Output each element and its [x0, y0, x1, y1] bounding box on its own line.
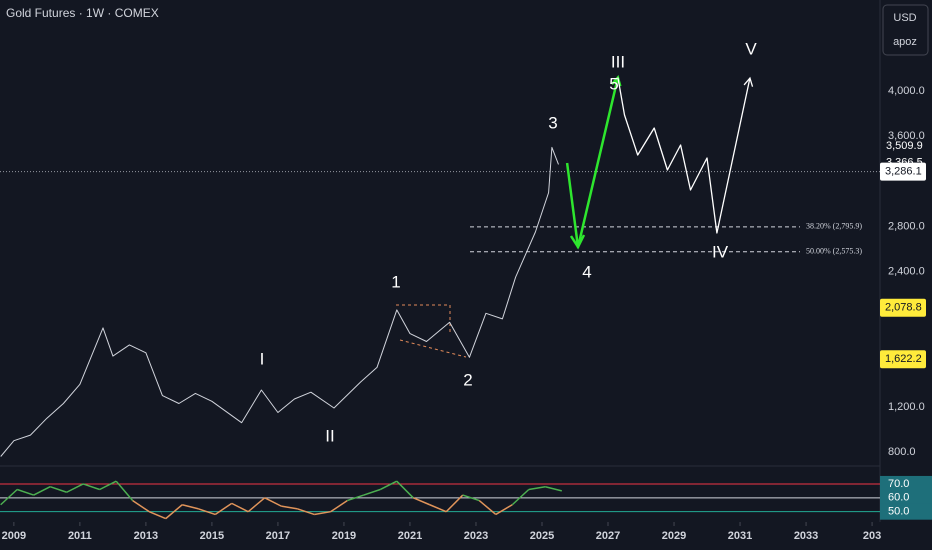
- y-tick-label: 3,600.0: [888, 130, 925, 142]
- highlight-label: 2,078.8: [885, 302, 922, 314]
- y-tick-label: 4,000.0: [888, 85, 925, 97]
- highlight-label: 1,622.2: [885, 353, 922, 365]
- rsi-segment: [165, 504, 183, 520]
- x-tick-label: 2025: [530, 530, 554, 542]
- y-tick-label: 2,800.0: [888, 220, 925, 232]
- rsi-segment: [478, 500, 497, 516]
- pattern-line: [396, 304, 451, 335]
- rsi-segment: [314, 510, 331, 516]
- rsi-segment: [148, 510, 166, 520]
- rsi-segment: [412, 497, 431, 506]
- rsi-segment: [330, 499, 348, 513]
- rsi-segment: [363, 488, 381, 496]
- last-price-box: [880, 162, 926, 181]
- rsi-segment: [66, 483, 84, 493]
- x-tick-label: 2029: [662, 530, 686, 542]
- currency-box[interactable]: [882, 4, 929, 56]
- rsi-segment: [214, 502, 233, 516]
- y-tick-label: 1,200.0: [888, 401, 925, 413]
- x-tick-label: 2021: [398, 530, 422, 542]
- x-tick-label: 2027: [596, 530, 620, 542]
- rsi-segment: [379, 480, 398, 491]
- x-tick-label: 2017: [266, 530, 290, 542]
- x-tick-label: 2033: [794, 530, 818, 542]
- rsi-segment: [16, 488, 34, 496]
- rsi-segment: [528, 485, 546, 491]
- rsi-segment: [396, 480, 414, 499]
- rsi-segment: [0, 488, 18, 506]
- wave-label: III: [611, 52, 625, 71]
- currency: USD: [893, 12, 916, 24]
- rsi-segment: [264, 497, 282, 507]
- rsi-segment: [511, 488, 530, 506]
- rsi-segment: [462, 494, 480, 502]
- x-tick-label: 2031: [728, 530, 752, 542]
- x-tick-label: 2009: [2, 530, 26, 542]
- pattern-line: [399, 339, 467, 358]
- rsi-segment: [247, 497, 266, 513]
- price-line: [0, 146, 559, 457]
- wave-label: I: [260, 349, 265, 368]
- wave-label: 5: [609, 74, 618, 93]
- rsi-tick-box: [880, 475, 932, 492]
- wave-label: II: [325, 426, 334, 445]
- account: apoz: [893, 36, 917, 48]
- rsi-segment: [281, 505, 298, 510]
- rsi-tick-label: 50.0: [888, 506, 909, 518]
- x-tick-label: 2011: [68, 530, 92, 542]
- wave-label: 3: [548, 113, 557, 132]
- highlight-box: [880, 298, 926, 317]
- rsi-segment: [99, 480, 117, 491]
- rsi-segment: [49, 486, 67, 493]
- x-tick-label: 203: [863, 530, 881, 542]
- rsi-tick-label: 60.0: [888, 492, 909, 504]
- y-tick-label: 2,400.0: [888, 265, 925, 277]
- rsi-segment: [115, 480, 134, 502]
- arrow-head: [569, 234, 586, 250]
- rsi-tick-label: 70.0: [888, 478, 909, 490]
- rsi-segment: [445, 494, 464, 513]
- arrow-head: [743, 76, 754, 87]
- y-tick-label: 800.0: [888, 446, 916, 458]
- wave-label: 2: [463, 370, 472, 389]
- rsi-segment: [198, 508, 216, 516]
- price-tag: 3,509.9: [886, 140, 923, 152]
- rsi-segment: [82, 483, 100, 491]
- x-tick-label: 2013: [134, 530, 158, 542]
- highlight-box: [880, 350, 926, 369]
- rsi-segment: [429, 504, 447, 513]
- x-tick-label: 2019: [332, 530, 356, 542]
- rsi-segment: [132, 499, 150, 513]
- chart-title: Gold Futures · 1W · COMEX: [6, 6, 159, 20]
- rsi-segment: [347, 494, 364, 502]
- wave-label: 1: [391, 272, 400, 291]
- rsi-segment: [231, 502, 249, 513]
- rsi-segment: [545, 485, 562, 492]
- rsi-tick-box: [880, 503, 932, 520]
- wave-label: V: [745, 39, 757, 58]
- fib-label: 38.20% (2,795.9): [806, 222, 862, 231]
- rsi-segment: [495, 504, 513, 516]
- rsi-segment: [182, 504, 199, 510]
- rsi-tick-box: [880, 489, 932, 506]
- projection-line: [617, 77, 751, 234]
- last-price-label: 3,286.1: [885, 165, 922, 177]
- x-tick-label: 2015: [200, 530, 224, 542]
- rsi-segment: [297, 508, 315, 516]
- rsi-segment: [33, 486, 51, 496]
- wave-label: 4: [582, 262, 591, 281]
- fib-label: 50.00% (2,575.3): [806, 247, 862, 256]
- x-tick-label: 2023: [464, 530, 488, 542]
- wave-label: IV: [712, 242, 729, 261]
